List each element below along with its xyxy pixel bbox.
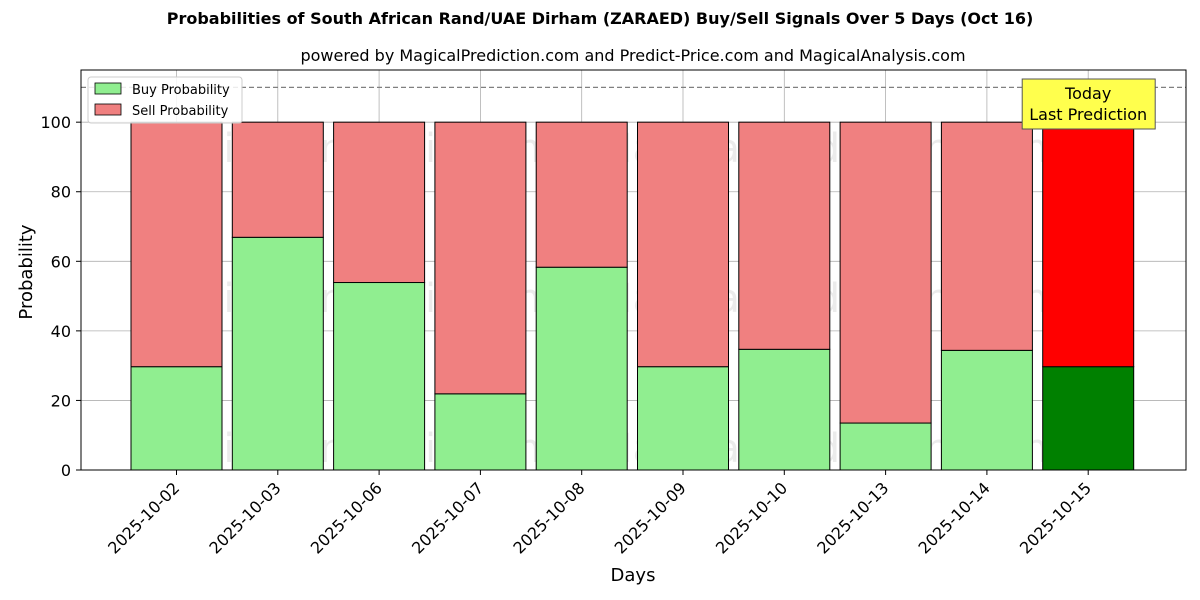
x-tick-label: 2025-10-02	[104, 478, 183, 557]
legend: Buy Probability Sell Probability	[87, 76, 243, 124]
today-annotation: Today Last Prediction	[1021, 78, 1156, 130]
sell-bar	[1042, 121, 1135, 368]
chart-subtitle: powered by MagicalPrediction.com and Pre…	[300, 46, 966, 65]
today-box	[1021, 78, 1156, 130]
buy-bar	[535, 266, 628, 471]
legend-buy-swatch	[94, 82, 122, 95]
plot-frame	[80, 69, 1187, 471]
legend-box	[87, 76, 243, 124]
x-axis-label: Days	[611, 565, 656, 586]
buy-bar	[434, 393, 527, 471]
sell-bar	[637, 121, 729, 368]
y-tick-label: 100	[40, 113, 71, 132]
buy-bar	[738, 348, 831, 471]
y-tick-label: 0	[61, 461, 71, 480]
x-tick-label: 2025-10-03	[205, 478, 284, 557]
x-tick-label: 2025-10-15	[1016, 478, 1095, 557]
x-tick-label: 2025-10-13	[813, 478, 892, 557]
y-tick-label: 60	[51, 252, 71, 271]
sell-bar	[940, 121, 1033, 351]
legend-sell-label: Sell Probability	[132, 104, 229, 119]
y-axis-label: Probability	[16, 224, 37, 319]
y-tick-label: 40	[51, 322, 71, 341]
buy-bar	[1042, 366, 1135, 471]
legend-sell-swatch	[94, 103, 122, 116]
buy-bar	[130, 366, 223, 471]
sell-bar	[535, 121, 628, 268]
sell-bar	[130, 121, 223, 368]
bars-layer	[130, 121, 1135, 471]
sell-bar	[333, 121, 426, 284]
legend-buy-label: Buy Probability	[132, 83, 230, 98]
sell-bar	[434, 121, 527, 395]
buy-bar	[839, 422, 932, 471]
x-tick-label: 2025-10-06	[307, 478, 386, 557]
x-tick-label: 2025-10-08	[509, 478, 588, 557]
chart-title: Probabilities of South African Rand/UAE …	[166, 9, 1034, 28]
x-tick-label: 2025-10-10	[712, 478, 791, 557]
sell-bar	[738, 121, 831, 350]
y-tick-label: 80	[51, 183, 71, 202]
sell-bar	[839, 121, 932, 424]
x-tick-label: 2025-10-09	[611, 478, 690, 557]
buy-bar	[940, 349, 1033, 471]
y-tick-label: 20	[51, 391, 71, 410]
buy-bar	[637, 366, 729, 471]
x-tick-label: 2025-10-07	[408, 478, 487, 557]
buy-bar	[333, 282, 426, 471]
today-label: Today	[1064, 84, 1111, 103]
x-tick-label: 2025-10-14	[915, 478, 994, 557]
buy-bar	[231, 236, 324, 471]
last-prediction-label: Last Prediction	[1029, 105, 1147, 124]
sell-bar	[231, 121, 324, 238]
